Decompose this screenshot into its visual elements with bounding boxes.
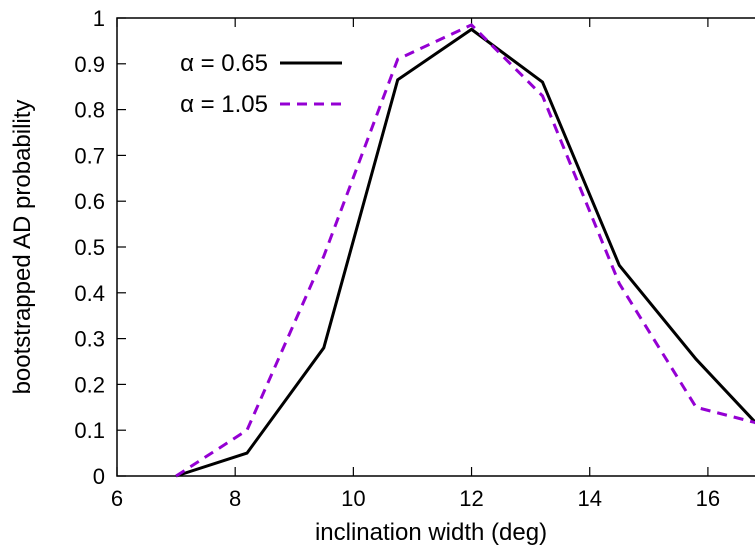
series-lines [175,23,755,478]
y-tick-label: 0 [93,464,105,489]
series-line-2 [175,23,755,478]
x-axis-label: inclination width (deg) [315,519,547,546]
x-tick-label: 10 [341,486,365,511]
y-tick-label: 0.7 [74,143,105,168]
x-tick-label: 12 [459,486,483,511]
axis-tick-labels: 6 8 10 12 14 16 0 0.1 0.2 0.3 0.4 0.5 0.6 0.7 0.8 0.9 1 [74,6,720,511]
legend-label-series-2: α = 1.05 [180,91,268,118]
y-tick-label: 0.8 [74,98,105,123]
x-tick-label: 8 [229,486,241,511]
legend: α = 0.65 α = 1.05 [180,50,342,118]
y-tick-label: 0.4 [74,281,105,306]
y-axis-label: bootstrapped AD probability [9,100,36,395]
series-line-1 [175,27,755,478]
x-tick-label: 6 [111,486,123,511]
y-tick-label: 0.9 [74,52,105,77]
x-tick-label: 16 [696,486,720,511]
axis-ticks [116,17,709,477]
y-tick-label: 0.3 [74,327,105,352]
y-tick-label: 0.2 [74,372,105,397]
y-tick-label: 1 [93,6,105,31]
y-tick-label: 0.6 [74,189,105,214]
x-tick-label: 14 [577,486,601,511]
y-tick-label: 0.5 [74,235,105,260]
plot-frame [116,17,755,477]
y-tick-label: 0.1 [74,418,105,443]
legend-label-series-1: α = 0.65 [180,50,268,77]
